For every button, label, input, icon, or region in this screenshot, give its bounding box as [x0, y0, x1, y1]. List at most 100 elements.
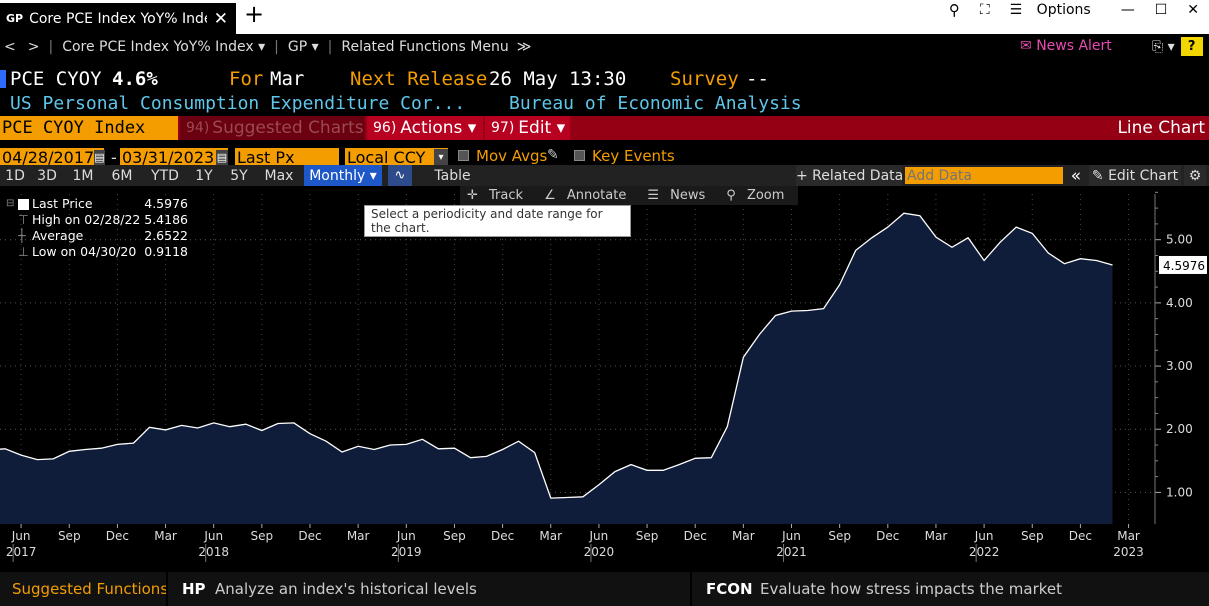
currency-text: Local CCY [347, 148, 426, 167]
maximize-button[interactable]: ☐ [1154, 2, 1168, 18]
average-marker-icon: ┼ [18, 228, 26, 243]
series-line [0, 212, 1113, 499]
help-button[interactable]: ? [1180, 37, 1203, 56]
security-field[interactable]: PCE CYOY Index [0, 116, 178, 140]
x-tick-label: Dec [684, 529, 707, 543]
nav-bar: < > | Core PCE Index YoY% Index ▾ | GP ▾… [0, 34, 1209, 59]
annotate-tool[interactable]: ∠ Annotate [537, 186, 640, 205]
fullscreen-icon[interactable]: ⛶ [979, 2, 990, 18]
edit-button[interactable]: 97) Edit ▾ [485, 116, 570, 140]
series-swatch[interactable] [18, 199, 29, 210]
back-button[interactable]: < [4, 38, 16, 55]
x-year-label: 2017 [6, 545, 37, 559]
related-functions-menu[interactable]: Related Functions Menu [341, 38, 509, 55]
chart-type-text: Line Chart [1117, 118, 1205, 138]
pencil-icon[interactable]: ✎ [547, 147, 559, 163]
security-field-text: PCE CYOY Index [2, 118, 146, 138]
edit-chart-button[interactable]: ✎ Edit Chart [1089, 165, 1181, 186]
legend-avg-label: Average [32, 228, 84, 243]
x-year-label: 2019 [391, 545, 422, 559]
collapse-legend-icon[interactable]: ⊟ [6, 198, 15, 209]
range-button-3d[interactable]: 3D [37, 167, 57, 184]
last-value-marker: 4.5976 [1159, 255, 1207, 274]
nav-separator: | [327, 38, 333, 55]
fcon-code[interactable]: FCON [706, 580, 753, 598]
add-data-input[interactable] [905, 167, 1063, 184]
range-button-5y[interactable]: 5Y [230, 167, 248, 184]
new-tab-button[interactable]: + [244, 0, 265, 28]
x-axis: Jun 2017 Sep Dec Mar Jun 2018 Sep Dec Mar Jun 2019 S… [6, 524, 1144, 562]
security-dropdown[interactable]: Core PCE Index YoY% Index ▾ [62, 38, 266, 55]
legend-avg-value: 2.6522 [144, 228, 188, 243]
range-button-1y[interactable]: 1Y [195, 167, 213, 184]
hp-description[interactable]: Analyze an index's historical levels [215, 580, 477, 598]
table-label: Table [434, 167, 471, 184]
minimize-button[interactable]: — [1120, 2, 1135, 18]
news-alert-button[interactable]: ✉ News Alert [1020, 38, 1112, 54]
security-source: Bureau of Economic Analysis [509, 93, 802, 114]
periodicity-dropdown[interactable]: Monthly ▾ [304, 165, 382, 186]
zoom-tool[interactable]: ⚲ Zoom [719, 186, 798, 205]
export-icon[interactable]: ⎘ ▾ [1152, 38, 1175, 55]
news-alert-label: News Alert [1036, 38, 1112, 54]
chart-type-label: Line Chart [1100, 116, 1205, 140]
actions-num: 96) [373, 120, 397, 136]
y-tick-label: 1.00 [1166, 485, 1193, 499]
related-data-button[interactable]: + Related Data [796, 165, 902, 186]
x-tick-label: Dec [491, 529, 514, 543]
collapse-button[interactable]: « [1066, 165, 1086, 186]
range-button-ytd[interactable]: YTD [151, 167, 179, 184]
start-date-field[interactable]: 04/28/2017 ▤ [0, 148, 105, 167]
suggested-functions-label[interactable]: Suggested Functions [12, 580, 169, 598]
search-people-icon[interactable]: ⚲ [948, 1, 960, 19]
fcon-description[interactable]: Evaluate how stress impacts the market [760, 580, 1062, 598]
suggested-charts-button[interactable]: 94) Suggested Charts [180, 116, 365, 140]
key-events-label: Key Events [592, 147, 675, 165]
mov-avgs-checkbox[interactable] [458, 150, 469, 161]
collapse-glyph: « [1070, 165, 1082, 186]
footer: Suggested Functions HP Analyze an index'… [0, 572, 1209, 606]
forward-button[interactable]: > [27, 38, 40, 55]
x-tick-label: Mar [347, 529, 370, 543]
footer-divider [166, 572, 168, 606]
range-button-1m[interactable]: 1M [72, 167, 94, 184]
end-date-field[interactable]: 03/31/2023 ▤ [120, 148, 228, 167]
hp-code[interactable]: HP [182, 580, 206, 598]
range-button-1d[interactable]: 1D [5, 167, 25, 184]
close-window-button[interactable]: ✕ [1187, 2, 1199, 18]
tab-core-pce[interactable]: GP Core PCE Index YoY% Index ✕ [0, 3, 236, 34]
suggested-label: Suggested Charts [212, 118, 364, 138]
function-row: PCE CYOY Index 94) Suggested Charts 96) Ac… [0, 116, 1209, 140]
range-button-6m[interactable]: 6M [111, 167, 133, 184]
track-tool[interactable]: ✛ Track [460, 186, 537, 205]
nav-separator: | [274, 38, 279, 55]
y-tick-label: 4.00 [1166, 296, 1193, 310]
legend-last: ⊟ Last Price 4.5976 [4, 196, 188, 212]
news-tool[interactable]: ☰ News [640, 186, 719, 205]
function-dropdown[interactable]: GP ▾ [287, 38, 319, 55]
gear-icon[interactable]: ⚙ [1184, 165, 1206, 186]
y-tick-label: 2.00 [1166, 422, 1193, 436]
key-events-checkbox[interactable] [574, 150, 585, 161]
close-tab-icon[interactable]: ✕ [213, 8, 228, 29]
mov-avgs-label: Mov Avgs [476, 147, 548, 165]
legend-low-value: 0.9118 [144, 244, 188, 259]
x-axis-ticks: Jun 2017 Sep Dec Mar Jun 2018 Sep Dec Mar Jun 2019 S… [6, 524, 1144, 562]
actions-button[interactable]: 96) Actions ▾ [367, 116, 483, 140]
chart-style-icon[interactable]: ∿ [388, 165, 412, 186]
currency-dropdown[interactable]: Local CCY ▾ [345, 148, 448, 167]
price-chart[interactable]: 1.00 2.00 3.00 4.00 5.00 4.5976 [0, 186, 1209, 524]
calendar-icon[interactable]: ▤ [94, 150, 105, 165]
calendar-icon[interactable]: ▤ [216, 150, 228, 165]
range-button-max[interactable]: Max [264, 167, 294, 184]
options-menu[interactable]: ☰ Options [1009, 2, 1091, 18]
table-button[interactable]: Table [425, 165, 480, 186]
y-axis: 1.00 2.00 3.00 4.00 5.00 [1155, 191, 1193, 499]
field-dropdown[interactable]: Last Px [235, 148, 339, 167]
x-year-label: 2021 [776, 545, 807, 559]
x-tick-label: Dec [876, 529, 899, 543]
x-tick-label: Mar [732, 529, 755, 543]
suggested-num: 94) [186, 120, 210, 136]
edit-label: Edit ▾ [518, 118, 566, 138]
actions-label: Actions ▾ [400, 118, 477, 138]
